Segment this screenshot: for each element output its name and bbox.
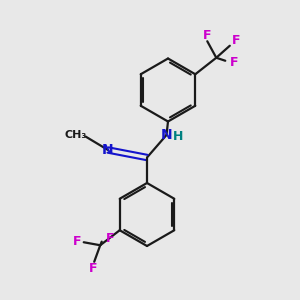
Text: H: H [173,130,183,143]
Text: CH₃: CH₃ [65,130,87,140]
Text: N: N [102,143,114,157]
Text: F: F [89,262,97,275]
Text: F: F [202,29,211,42]
Text: F: F [73,235,81,248]
Text: N: N [161,128,172,142]
Text: F: F [230,56,238,69]
Text: F: F [232,34,241,47]
Text: F: F [106,232,114,245]
